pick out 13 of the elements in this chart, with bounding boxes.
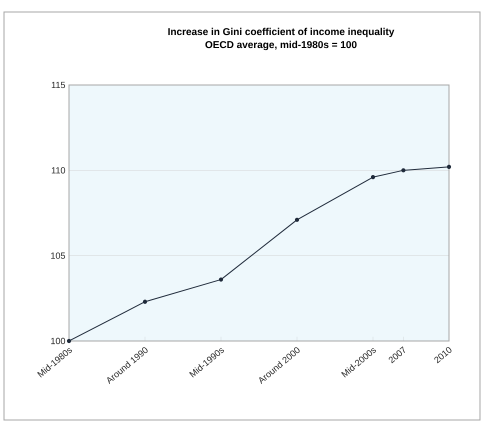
y-tick-label: 105 [51, 252, 66, 259]
point [294, 218, 300, 222]
y-tick-label: 100 [51, 338, 66, 344]
chart-subtitle: OECD average, mid-1980s = 100 [205, 40, 357, 50]
y-tick-label: 110 [52, 167, 66, 174]
point [142, 300, 148, 304]
point [446, 164, 452, 170]
point [218, 277, 224, 282]
chart-title: Increase in Gini coefficient of income inequality [168, 28, 394, 38]
point [401, 168, 406, 172]
point [370, 175, 376, 180]
y-tick-label: 115 [52, 82, 66, 88]
point [66, 338, 72, 344]
